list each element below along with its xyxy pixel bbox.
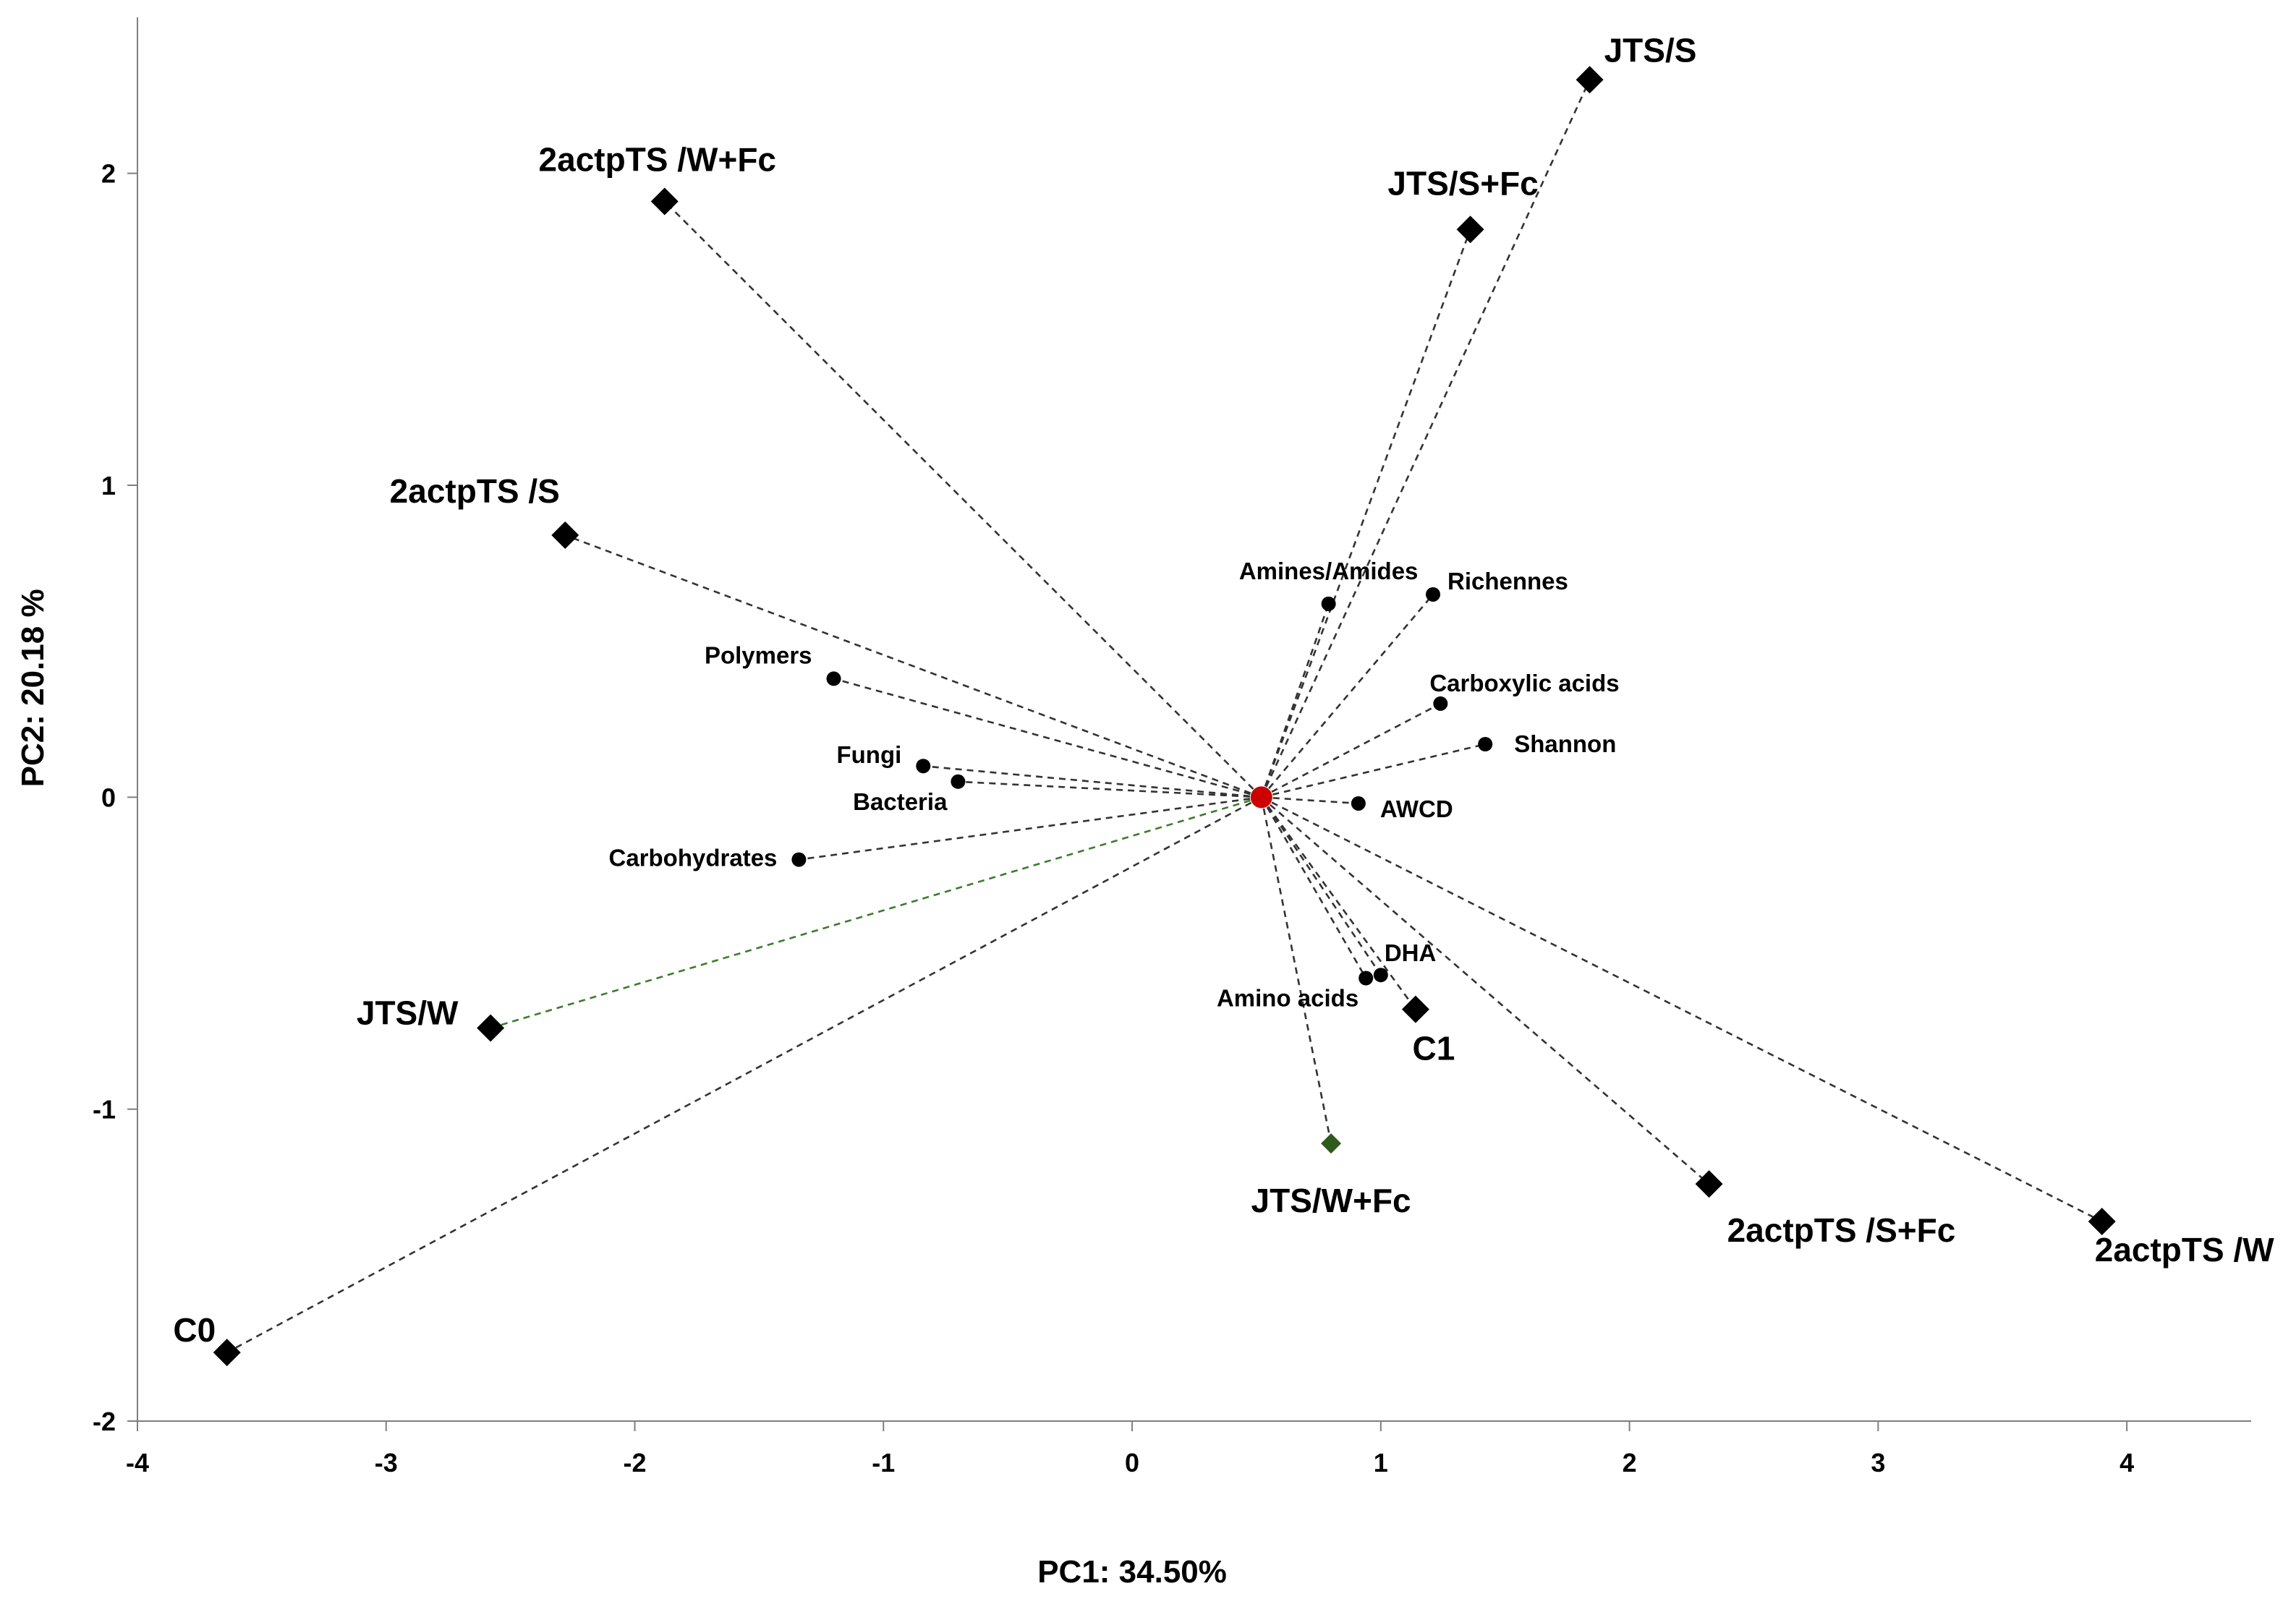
variable-label: Amines/Amides (1239, 558, 1419, 584)
treatment-label: JTS/W+Fc (1251, 1182, 1411, 1219)
x-tick-label: 4 (2119, 1448, 2134, 1478)
treatment-label: C0 (173, 1311, 216, 1349)
variable-marker (791, 852, 807, 867)
y-tick-label: -2 (93, 1407, 116, 1436)
connector-line (663, 200, 1262, 798)
connector-line (1260, 796, 1710, 1185)
axes (127, 17, 2251, 1431)
connector-line (1261, 702, 1441, 798)
variable-label: Fungi (836, 741, 901, 768)
variable-label: Bacteria (853, 788, 948, 815)
x-tick-label: 0 (1125, 1448, 1139, 1478)
variable-marker (1373, 968, 1388, 983)
x-tick-label: 1 (1374, 1448, 1388, 1478)
x-tick-label: -4 (126, 1448, 149, 1478)
connector-line (1260, 79, 1591, 798)
treatment-marker (1576, 66, 1604, 94)
x-tick-label: -1 (872, 1448, 895, 1478)
variable-marker (1426, 587, 1441, 602)
treatment-marker (650, 187, 679, 216)
treatment-marker (551, 521, 579, 550)
treatment-label: JTS/S (1604, 31, 1697, 69)
treatment-marker (1456, 216, 1484, 244)
x-tick-label: -3 (375, 1448, 398, 1478)
connector-line (564, 534, 1262, 798)
treatment-label: C1 (1413, 1030, 1455, 1067)
variable-label: DHA (1385, 939, 1437, 966)
y-tick-label: 0 (101, 783, 116, 812)
variable-marker (1321, 596, 1336, 611)
treatment-label: 2actpTS /S+Fc (1727, 1211, 1956, 1249)
y-axis-title: PC2: 20.18 % (15, 589, 51, 787)
x-axis-title: PC1: 34.50% (1037, 1554, 1227, 1590)
y-tick-label: -1 (93, 1095, 116, 1125)
variable-label: Carbohydrates (609, 845, 778, 871)
variable-label: Richennes (1447, 568, 1568, 594)
connector-line (833, 678, 1262, 798)
treatment-marker (1321, 1133, 1342, 1154)
treatment-marker (1401, 995, 1429, 1023)
connector-line (799, 796, 1262, 861)
treatment-label: 2actpTS /S (390, 472, 560, 510)
treatment-marker (213, 1339, 241, 1367)
connector-line (1261, 796, 2103, 1223)
treatment-marker (477, 1014, 505, 1042)
center-point (1250, 786, 1272, 809)
point-labels: JTS/S 2actpTS /W+Fc JTS/S+Fc 2actpTS /S JTS/… (173, 31, 2274, 1349)
connector-line (1260, 797, 1332, 1144)
y-tick-label: 1 (101, 471, 116, 500)
variable-label: Polymers (705, 641, 812, 668)
variable-marker (916, 759, 931, 774)
variable-label: Amino acids (1217, 985, 1359, 1012)
variable-marker (1359, 971, 1374, 986)
variable-marker (1478, 737, 1493, 752)
treatment-label: 2actpTS /W (2095, 1231, 2275, 1268)
connector-line (226, 796, 1262, 1354)
variable-marker (951, 774, 966, 789)
x-tick-label: 3 (1871, 1448, 1885, 1478)
connector-line (1261, 796, 1359, 805)
variable-marker (826, 671, 841, 686)
x-tick-label: 2 (1623, 1448, 1637, 1478)
y-tick-label: 2 (101, 159, 116, 189)
variable-label: Carboxylic acids (1429, 670, 1619, 696)
connector-line (923, 764, 1262, 798)
tick-labels: -4 -3 -2 -1 0 1 2 3 4 -2 -1 0 1 2 (93, 159, 2134, 1478)
connector-line (490, 796, 1262, 1029)
x-tick-label: -2 (624, 1448, 647, 1478)
connector-lines (226, 79, 2103, 1354)
connector-line (1260, 796, 1382, 976)
connector-line (1260, 594, 1434, 798)
connector-line (958, 780, 1262, 798)
variable-label: Shannon (1514, 730, 1616, 757)
connector-line (1260, 796, 1417, 1010)
variable-label: AWCD (1380, 796, 1453, 822)
variable-marker (1433, 696, 1448, 711)
connector-line (1260, 796, 1367, 979)
connector-line (1261, 743, 1486, 798)
treatment-label: 2actpTS /W+Fc (539, 140, 776, 178)
treatment-label: JTS/W (357, 994, 459, 1032)
variable-marker (1351, 796, 1366, 811)
treatment-marker (2088, 1207, 2116, 1235)
treatment-label: JTS/S+Fc (1387, 164, 1538, 202)
treatment-marker (1695, 1170, 1723, 1198)
connector-line (1260, 229, 1471, 798)
markers (213, 66, 2116, 1367)
